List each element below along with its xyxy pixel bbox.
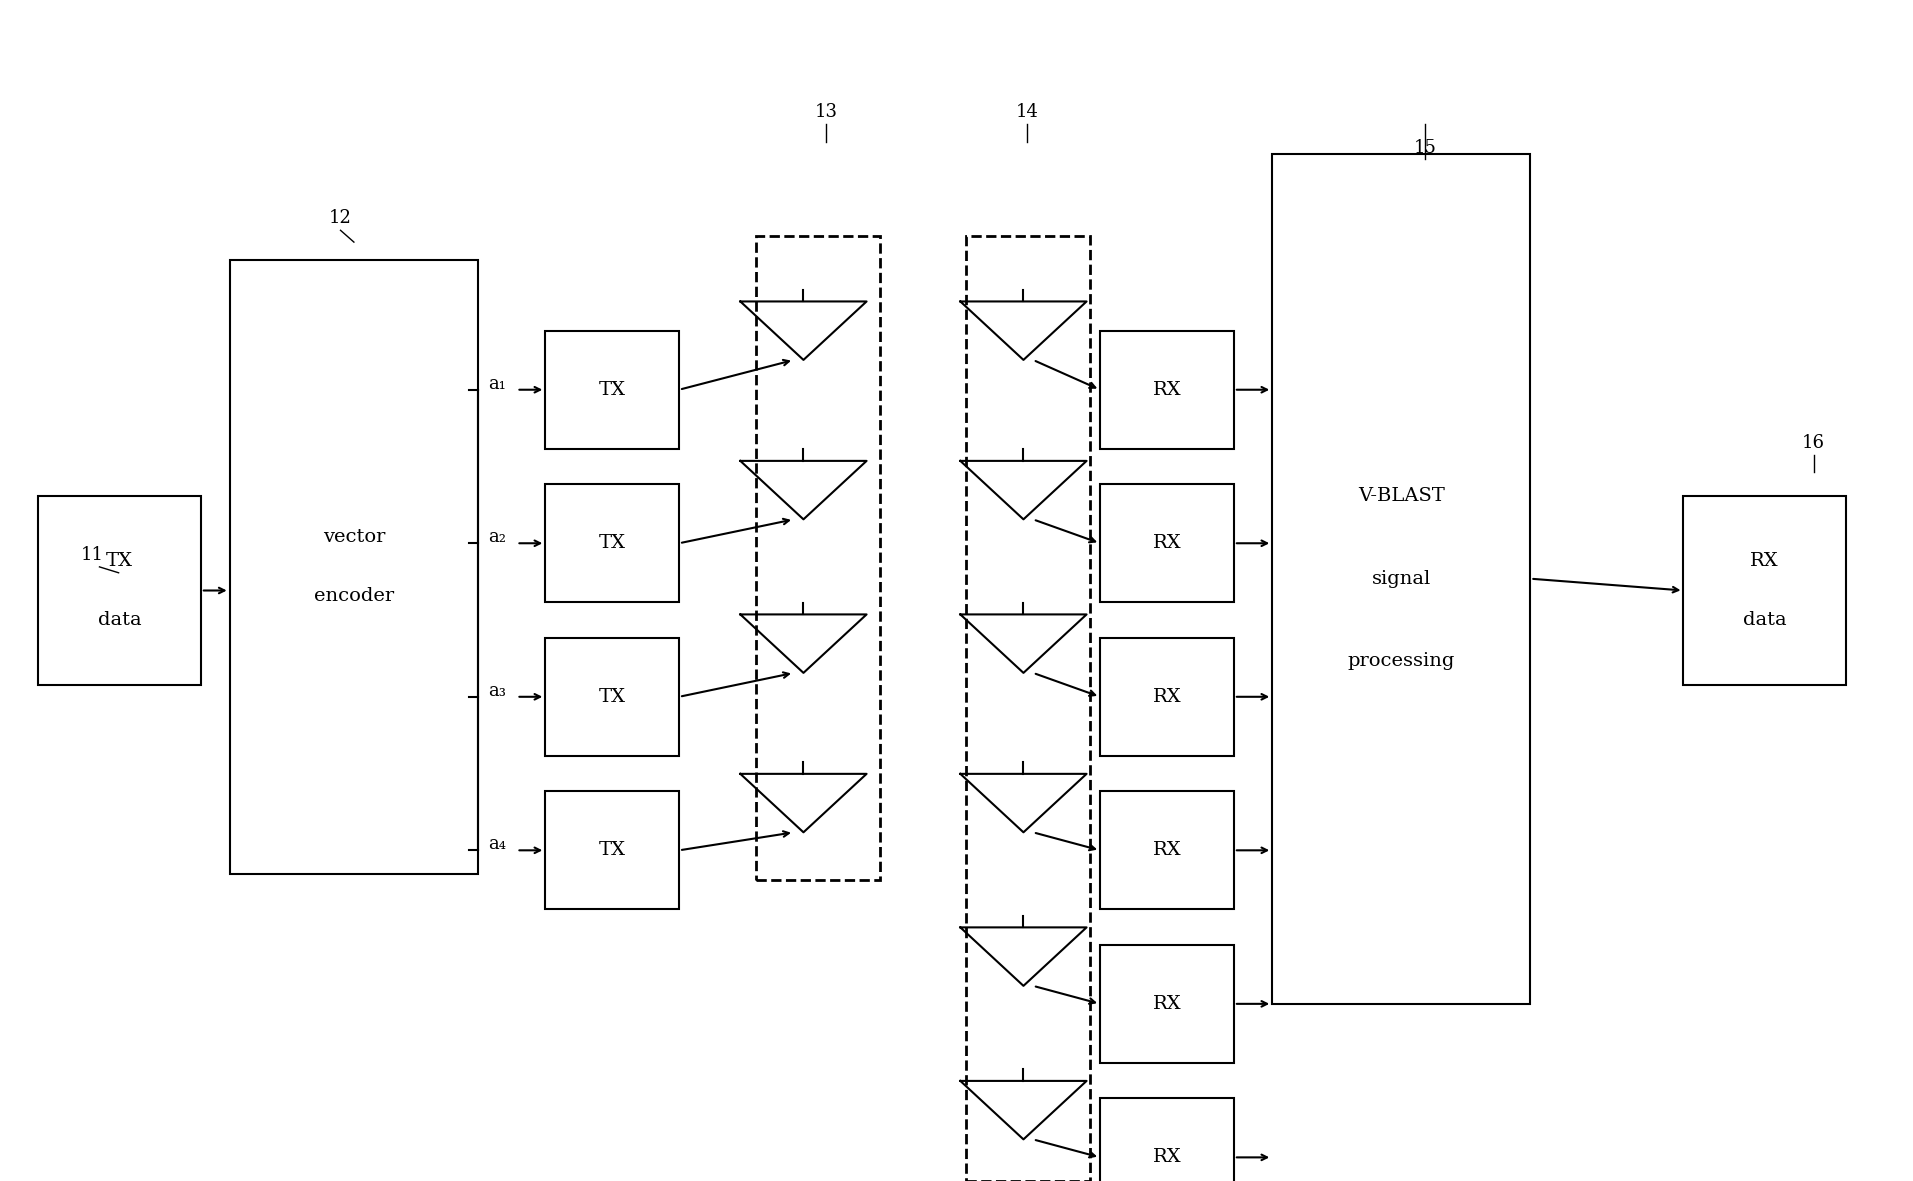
Text: a₁: a₁ [488,374,507,393]
FancyBboxPatch shape [1100,1098,1234,1181]
Text: TX: TX [599,534,626,553]
FancyBboxPatch shape [1272,154,1530,1004]
Text: RX: RX [1154,1148,1180,1167]
Text: a₂: a₂ [488,528,507,547]
Text: 11: 11 [80,546,103,565]
Text: TX: TX [105,552,134,570]
Text: a₄: a₄ [488,835,507,854]
FancyBboxPatch shape [230,260,478,874]
Text: TX: TX [599,687,626,706]
Text: 16: 16 [1802,433,1825,452]
FancyBboxPatch shape [1683,496,1846,685]
Text: data: data [1743,611,1787,629]
Text: TX: TX [599,380,626,399]
FancyBboxPatch shape [38,496,201,685]
FancyBboxPatch shape [545,791,679,909]
FancyBboxPatch shape [1100,638,1234,756]
Text: vector: vector [323,528,385,547]
FancyBboxPatch shape [1100,484,1234,602]
Text: RX: RX [1154,380,1180,399]
Text: 13: 13 [815,103,838,122]
Text: encoder: encoder [314,587,394,606]
Text: TX: TX [599,841,626,860]
FancyBboxPatch shape [1100,791,1234,909]
Text: data: data [98,611,142,629]
Text: 12: 12 [329,209,352,228]
FancyBboxPatch shape [545,638,679,756]
FancyBboxPatch shape [1100,331,1234,449]
Text: RX: RX [1750,552,1779,570]
Text: 15: 15 [1414,138,1437,157]
Text: signal: signal [1372,569,1431,588]
Text: RX: RX [1154,534,1180,553]
Text: 14: 14 [1016,103,1039,122]
Text: processing: processing [1347,652,1456,671]
Text: V-BLAST: V-BLAST [1358,487,1444,505]
FancyBboxPatch shape [1100,945,1234,1063]
FancyBboxPatch shape [545,331,679,449]
FancyBboxPatch shape [545,484,679,602]
Text: RX: RX [1154,687,1180,706]
Text: RX: RX [1154,841,1180,860]
Text: RX: RX [1154,994,1180,1013]
Text: a₃: a₃ [488,681,507,700]
